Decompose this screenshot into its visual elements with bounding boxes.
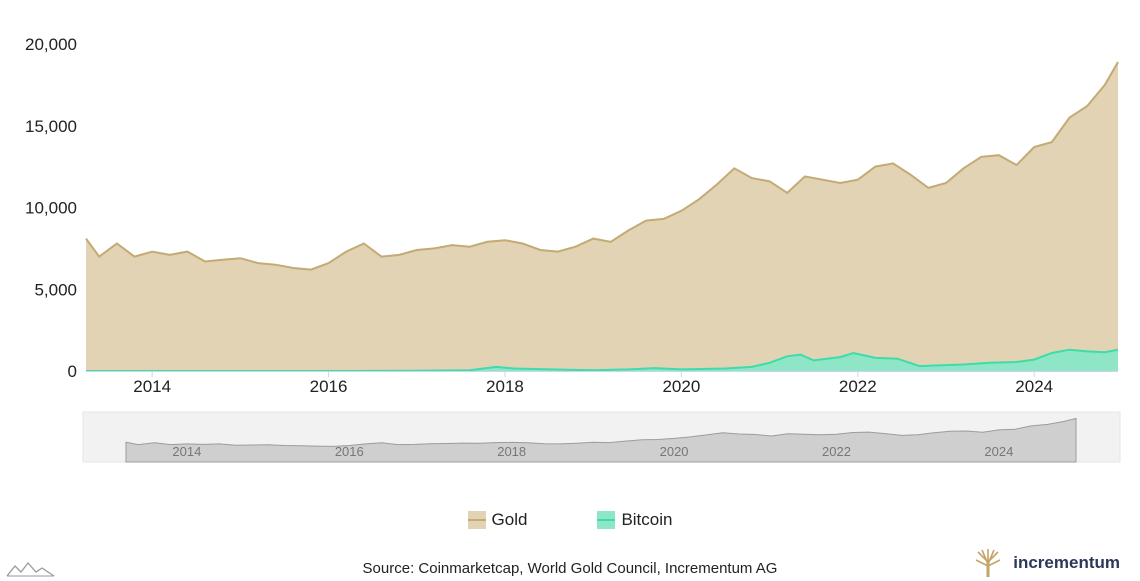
navigator-series — [125, 417, 1077, 463]
bitcoin-line — [86, 348, 1119, 372]
mountain-logo-icon — [6, 561, 55, 577]
x-tick-label: 2014 — [133, 377, 171, 396]
brand-name: incrementum — [1013, 553, 1120, 572]
x-tick-label: 2016 — [310, 377, 348, 396]
x-tick-label: 2020 — [662, 377, 700, 396]
x-axis: 2014 2016 2018 2020 2022 2024 — [86, 371, 1118, 396]
legend-item-bitcoin[interactable]: Bitcoin — [597, 510, 672, 530]
y-axis: 0 5,000 10,000 15,000 20,000 — [25, 35, 77, 381]
tree-logo-icon — [973, 548, 1004, 578]
navigator-tick-label: 2024 — [984, 444, 1013, 459]
gold-line — [85, 61, 1119, 271]
y-tick-label: 5,000 — [34, 280, 77, 299]
source-note: Source: Coinmarketcap, World Gold Counci… — [362, 560, 778, 577]
navigator-tick-label: 2014 — [172, 444, 201, 459]
navigator-tick-label: 2016 — [335, 444, 364, 459]
plot-area — [85, 61, 1119, 372]
gold-area — [86, 62, 1118, 371]
x-tick-label: 2022 — [839, 377, 877, 396]
y-tick-label: 10,000 — [25, 199, 77, 218]
x-tick-label: 2018 — [486, 377, 524, 396]
brand-logo: incrementum — [973, 548, 1120, 578]
legend-swatch-bitcoin — [597, 511, 616, 529]
legend-label-gold: Gold — [491, 510, 528, 529]
x-tick-label: 2024 — [1015, 377, 1053, 396]
range-navigator[interactable]: 2014 2016 2018 2020 2022 2024 — [82, 411, 1121, 463]
y-tick-label: 15,000 — [25, 117, 77, 136]
navigator-tick-label: 2022 — [822, 444, 851, 459]
legend-item-gold[interactable]: Gold — [467, 510, 528, 530]
navigator-tick-label: 2018 — [497, 444, 526, 459]
navigator-tick-label: 2020 — [660, 444, 689, 459]
y-tick-label: 0 — [68, 362, 77, 381]
legend-label-bitcoin: Bitcoin — [621, 510, 673, 529]
legend-swatch-gold — [467, 511, 486, 529]
legend: Gold Bitcoin — [0, 510, 1140, 530]
y-tick-label: 20,000 — [25, 35, 77, 54]
